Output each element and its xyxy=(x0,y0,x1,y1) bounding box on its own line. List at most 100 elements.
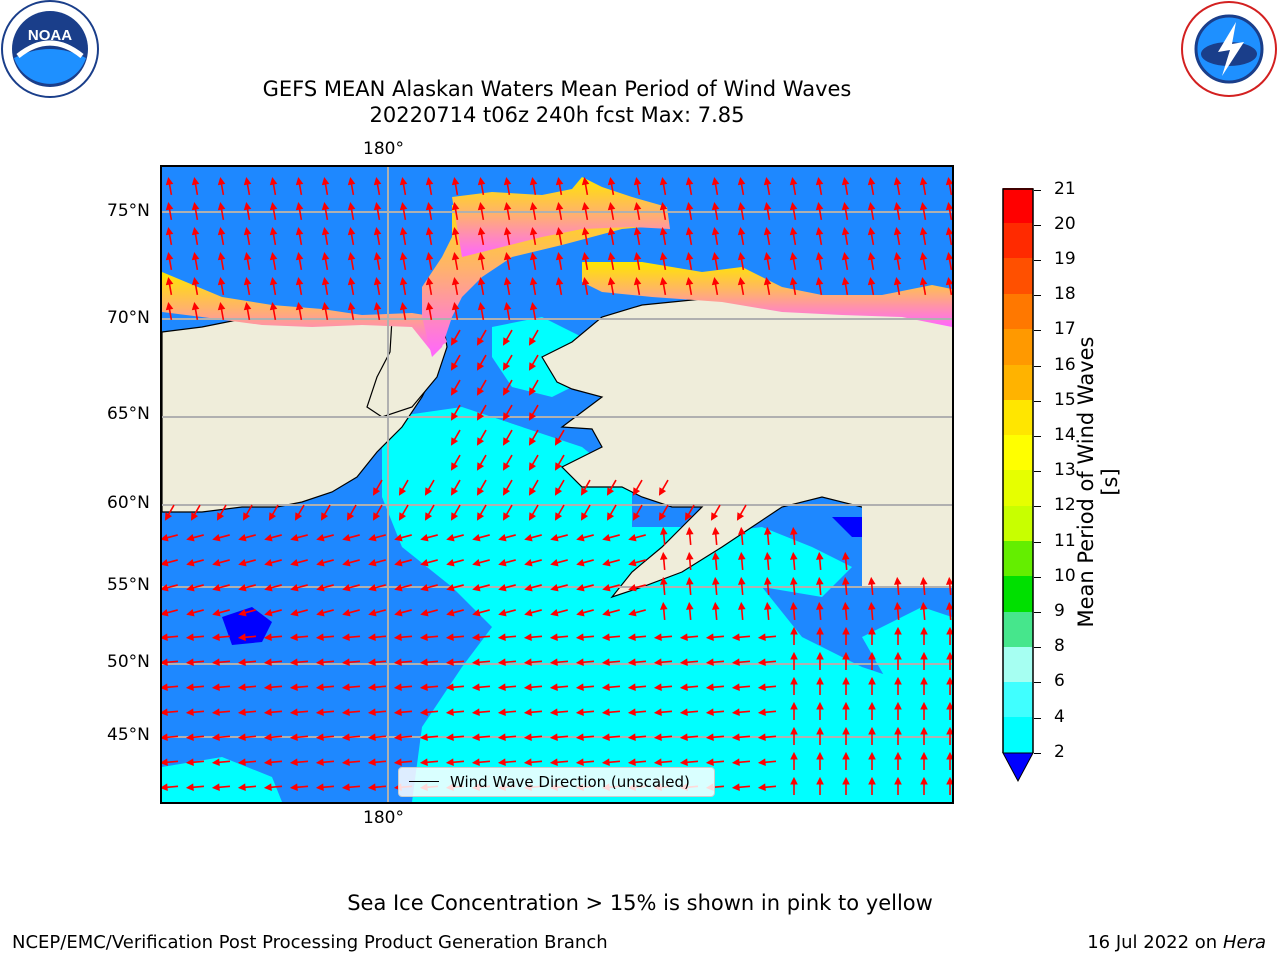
colorbar-segment xyxy=(1003,400,1033,435)
wind-arrow xyxy=(529,302,538,321)
wind-arrow xyxy=(451,302,460,321)
wind-arrow xyxy=(920,651,928,670)
wind-arrow xyxy=(601,758,621,767)
wind-arrow xyxy=(238,558,256,567)
wind-arrow xyxy=(894,751,902,770)
map-panel xyxy=(160,165,954,804)
wind-arrow xyxy=(211,683,231,692)
wind-arrow xyxy=(602,558,620,567)
wind-arrow xyxy=(425,252,434,271)
wind-arrow xyxy=(321,277,330,296)
wind-arrow xyxy=(341,708,361,717)
wind-arrow xyxy=(393,683,413,692)
wind-arrow xyxy=(264,558,282,567)
wind-arrow xyxy=(264,533,282,542)
wind-arrow xyxy=(790,776,798,795)
colorbar-tick-mark xyxy=(1034,718,1041,719)
wind-arrow xyxy=(498,608,516,617)
wind-arrow xyxy=(269,302,278,321)
wind-arrow xyxy=(217,252,226,271)
wind-arrow xyxy=(789,252,798,271)
wind-arrow xyxy=(373,177,382,196)
wind-arrow xyxy=(627,683,647,692)
wind-arrow xyxy=(757,683,777,692)
wind-arrow xyxy=(841,252,850,271)
colorbar-segment xyxy=(1003,223,1033,258)
wind-arrow xyxy=(243,177,252,196)
wind-arrow xyxy=(342,583,360,592)
wind-arrow xyxy=(920,776,928,795)
colorbar-tick-label: 6 xyxy=(1054,671,1065,691)
wind-arrow xyxy=(497,708,517,717)
chart-title-line2: 20220714 t06z 240h fcst Max: 7.85 xyxy=(369,103,745,127)
wind-arrow xyxy=(186,608,204,617)
wind-arrow xyxy=(191,277,200,296)
colorbar-tick-label: 15 xyxy=(1054,390,1076,410)
wind-arrow xyxy=(367,633,387,642)
wind-arrow xyxy=(191,227,200,246)
wind-arrow xyxy=(627,733,647,742)
wind-arrow xyxy=(295,227,304,246)
colorbar-tick-mark xyxy=(1034,401,1041,402)
wind-arrow xyxy=(945,252,952,271)
wind-arrow xyxy=(815,227,824,246)
colorbar-segment xyxy=(1003,329,1033,365)
wind-arrow xyxy=(659,576,668,596)
footer-left: NCEP/EMC/Verification Post Processing Pr… xyxy=(12,932,608,953)
colorbar-segment xyxy=(1003,506,1033,541)
wind-arrow xyxy=(549,633,569,642)
wind-arrow xyxy=(393,708,413,717)
wind-arrow xyxy=(816,626,824,645)
colorbar-tick-label: 20 xyxy=(1054,214,1076,234)
wind-arrow xyxy=(659,277,668,296)
wind-arrow xyxy=(295,177,304,196)
wind-arrow xyxy=(946,651,952,670)
wind-arrow xyxy=(316,558,334,567)
colorbar-tick-label: 17 xyxy=(1054,319,1076,339)
wind-arrow xyxy=(497,658,517,667)
wind-arrow xyxy=(737,227,746,246)
wind-arrow xyxy=(191,202,200,221)
wind-arrow xyxy=(894,676,902,695)
wind-arrow xyxy=(162,633,179,642)
wind-arrow xyxy=(237,633,257,642)
wind-arrow xyxy=(868,651,876,670)
colorbar-tick-label: 9 xyxy=(1054,601,1065,621)
wind-arrow xyxy=(711,576,720,596)
colorbar-tick-label: 10 xyxy=(1054,566,1076,586)
colorbar-tick-mark xyxy=(1034,577,1041,578)
sea-ice-note: Sea Ice Concentration > 15% is shown in … xyxy=(347,891,933,915)
wind-arrow xyxy=(606,504,617,521)
wind-arrow xyxy=(685,202,694,221)
wind-arrow xyxy=(946,701,952,720)
colorbar-segment xyxy=(1003,612,1033,647)
bottom-longitude-label: 180° xyxy=(363,808,404,828)
wind-arrow xyxy=(497,683,517,692)
colorbar-segment xyxy=(1003,365,1033,400)
wind-arrow xyxy=(477,202,486,221)
wind-arrow xyxy=(576,533,594,542)
wind-arrow xyxy=(705,708,725,717)
wind-arrow xyxy=(575,758,595,767)
colorbar-segment xyxy=(1003,717,1033,753)
mid-period-region xyxy=(392,407,562,467)
colorbar-segment xyxy=(1003,470,1033,506)
wind-arrow xyxy=(450,454,461,471)
wind-arrow xyxy=(321,202,330,221)
wind-arrow xyxy=(373,227,382,246)
wind-arrow xyxy=(191,302,200,321)
wind-arrow xyxy=(601,633,621,642)
wind-arrow xyxy=(893,177,902,196)
wind-arrow xyxy=(653,733,673,742)
wind-arrow xyxy=(842,726,850,745)
wind-arrow xyxy=(555,177,564,196)
wind-arrow xyxy=(315,783,335,792)
wind-arrow xyxy=(736,504,747,521)
wind-arrow xyxy=(633,177,642,196)
wind-arrow xyxy=(763,601,772,621)
wind-arrow xyxy=(607,252,616,271)
wind-arrow xyxy=(497,758,517,767)
wind-arrow xyxy=(842,651,850,670)
wind-arrow xyxy=(524,558,542,567)
wind-arrow xyxy=(477,302,486,321)
